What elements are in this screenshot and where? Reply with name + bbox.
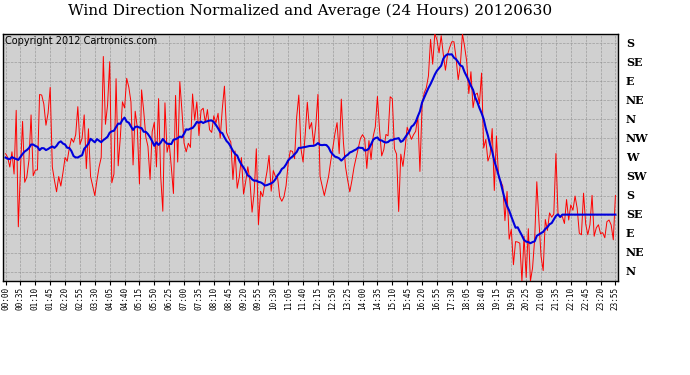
Text: S: S	[626, 190, 634, 201]
Text: N: N	[626, 114, 636, 125]
Text: S: S	[626, 38, 634, 49]
Text: NW: NW	[626, 133, 649, 144]
Text: NE: NE	[626, 247, 644, 258]
Text: Wind Direction Normalized and Average (24 Hours) 20120630: Wind Direction Normalized and Average (2…	[68, 4, 553, 18]
Text: SE: SE	[626, 57, 642, 68]
Text: NE: NE	[626, 95, 644, 106]
Text: SW: SW	[626, 171, 647, 182]
Text: Copyright 2012 Cartronics.com: Copyright 2012 Cartronics.com	[5, 36, 157, 46]
Text: E: E	[626, 228, 634, 239]
Text: E: E	[626, 76, 634, 87]
Text: SE: SE	[626, 209, 642, 220]
Text: W: W	[626, 152, 638, 163]
Text: N: N	[626, 266, 636, 277]
